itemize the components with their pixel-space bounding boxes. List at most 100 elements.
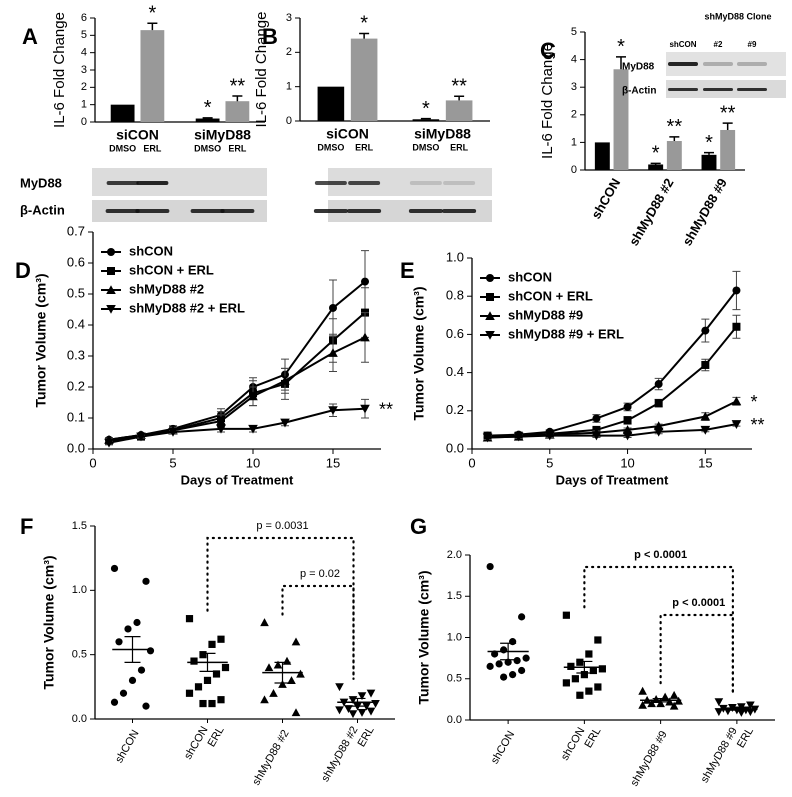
y-tick-label: 2.0	[447, 549, 462, 561]
blot-row-label: β-Actin	[622, 86, 656, 97]
data-point	[280, 376, 290, 385]
lane-label: DMSO	[317, 142, 344, 152]
error-bar	[147, 22, 158, 31]
y-tick-label: 0	[81, 116, 87, 128]
x-tick-label: siMyD88	[414, 126, 471, 142]
y-tick-label: 2	[286, 46, 292, 58]
x-tick-label: siMyD88	[194, 127, 251, 143]
error-bar	[722, 122, 733, 130]
blot-band	[442, 209, 477, 213]
lane-label: #2	[714, 40, 723, 49]
lane-label: shCON	[669, 40, 696, 49]
error-bar	[199, 652, 216, 672]
y-tick-label: 0.1	[67, 409, 85, 424]
y-tick-label: 1.5	[72, 520, 87, 532]
comparison-label: p = 0.02	[300, 568, 340, 580]
bar	[720, 129, 736, 170]
data-point	[248, 391, 258, 401]
comparison-label: p = 0.0031	[256, 520, 308, 532]
data-point	[137, 666, 146, 674]
blot-band	[313, 209, 348, 213]
blot-band	[703, 62, 733, 66]
y-axis-label: IL-6 Fold Change	[51, 12, 68, 128]
data-point	[571, 675, 579, 683]
data-point	[731, 420, 742, 429]
y-tick-label: 1.0	[446, 249, 464, 264]
data-point	[638, 700, 647, 709]
data-point	[495, 660, 503, 668]
y-tick-label: 0.4	[67, 316, 85, 331]
panel-letter: G	[410, 514, 427, 539]
y-tick-label: 1.0	[447, 631, 462, 643]
x-axis-label: Days of Treatment	[181, 472, 294, 487]
significance-mark: *	[652, 143, 660, 165]
y-tick-label: 0.0	[67, 440, 85, 455]
blot-band	[347, 209, 382, 213]
legend-label: shMyD88 #9	[508, 307, 583, 322]
data-point	[146, 647, 155, 655]
data-point	[669, 701, 679, 710]
data-point	[589, 666, 597, 675]
data-point	[104, 438, 114, 448]
data-point	[260, 695, 269, 704]
bar	[666, 141, 682, 170]
y-tick-label: 0.3	[67, 347, 85, 362]
y-axis-label: Tumor Volume (cm³)	[416, 570, 432, 704]
comparison-bracket	[583, 565, 734, 695]
legend-marker	[485, 331, 495, 340]
data-point	[110, 564, 119, 573]
data-point	[329, 303, 337, 312]
blot-band	[106, 181, 139, 185]
legend-label: shMyD88 #2	[129, 281, 204, 296]
blot-band	[737, 62, 767, 66]
legend-marker	[486, 293, 494, 301]
error-bar	[274, 661, 291, 684]
data-point	[194, 683, 203, 691]
x-tick-label: shMyD88 #2	[319, 724, 360, 783]
y-tick-label: 5	[571, 26, 577, 38]
comparison-bracket	[659, 613, 734, 695]
y-axis-label: Tumor Volume (cm³)	[41, 555, 57, 689]
data-point	[567, 662, 575, 670]
blot-band	[105, 209, 140, 213]
data-point	[133, 618, 141, 627]
comparison-bracket	[206, 536, 355, 680]
y-tick-label: 0.2	[67, 378, 85, 393]
y-tick-label: 1	[81, 99, 87, 111]
error-bar	[124, 636, 141, 663]
x-tick-label-group: shMyD88 #2	[250, 728, 291, 787]
y-tick-label: 1.5	[447, 590, 462, 602]
data-point	[361, 277, 369, 286]
y-tick-label: 0	[286, 115, 292, 127]
data-point	[142, 702, 150, 710]
x-tick-label: ERL	[356, 725, 377, 750]
lane-label: DMSO	[194, 143, 221, 153]
blot-band	[135, 209, 170, 213]
data-point	[732, 286, 741, 295]
error-bar	[359, 32, 370, 39]
y-tick-label: 3	[286, 12, 292, 24]
significance-mark: **	[230, 75, 246, 97]
data-point	[513, 432, 524, 442]
blot-band	[220, 209, 255, 213]
data-point	[217, 696, 225, 704]
blot-band	[703, 88, 733, 91]
data-point	[482, 433, 493, 443]
data-point	[562, 611, 570, 619]
data-point	[654, 380, 663, 389]
y-tick-label: 4	[81, 47, 87, 59]
data-point	[746, 701, 755, 710]
lane-label: ERL	[228, 143, 247, 153]
x-tick-label: shMyD88 #9	[699, 725, 740, 784]
series-line	[108, 336, 366, 441]
data-point	[371, 699, 380, 708]
data-point	[544, 431, 555, 441]
y-tick-label: 2	[571, 109, 577, 121]
data-point	[360, 404, 370, 414]
y-tick-label: 0	[571, 164, 577, 176]
data-point	[660, 692, 670, 701]
x-tick-label: ERL	[206, 725, 227, 750]
data-point	[217, 635, 225, 643]
